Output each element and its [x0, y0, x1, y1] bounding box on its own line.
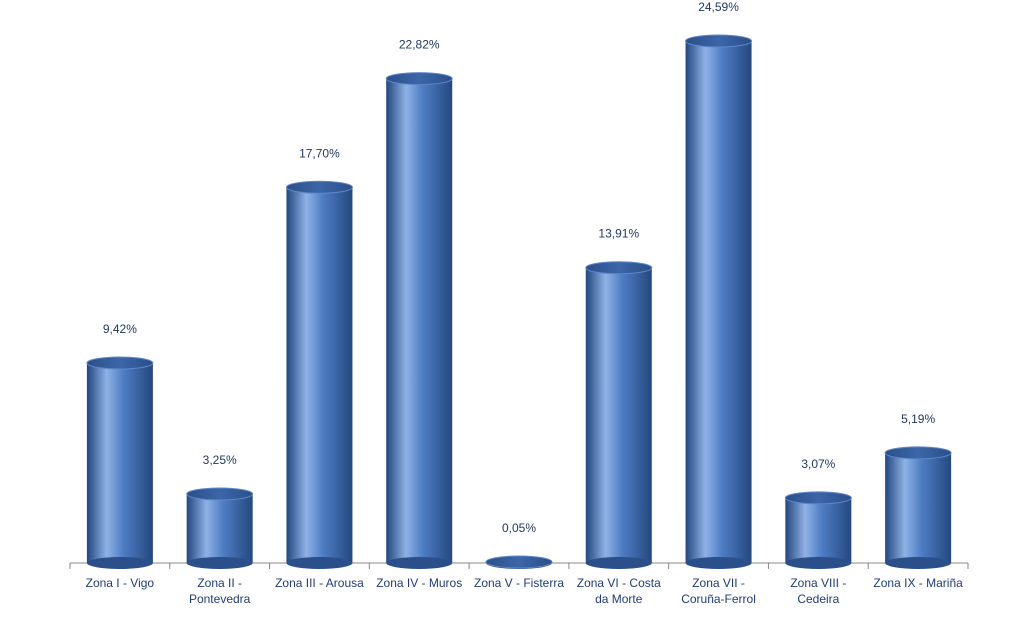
- bar-body: [885, 452, 952, 563]
- bar-body: [785, 497, 852, 563]
- bar-bottom: [186, 557, 253, 569]
- bar-bottom: [386, 557, 453, 569]
- x-tick-label: Zona VII - Coruña-Ferrol: [681, 576, 756, 606]
- bar: [86, 356, 154, 569]
- value-label: 5,19%: [901, 412, 935, 426]
- bar-body: [685, 41, 752, 563]
- bar-top: [86, 356, 154, 370]
- bar: [285, 180, 353, 569]
- x-tick-label: Zona V - Fisterra: [473, 576, 565, 590]
- value-label: 13,91%: [598, 227, 639, 241]
- x-tick-label: Zona III - Arousa: [275, 576, 364, 590]
- value-label: 24,59%: [698, 0, 739, 14]
- bar-bottom: [86, 557, 153, 569]
- x-tick-label: Zona II - Pontevedra: [188, 576, 251, 606]
- bar: [186, 487, 254, 569]
- value-label: 17,70%: [299, 146, 340, 160]
- x-tick-label: Zona IX - Mariña: [873, 576, 963, 590]
- value-label: 3,07%: [801, 457, 835, 471]
- bar-top: [685, 34, 753, 48]
- bar-top: [585, 261, 653, 275]
- bar-bottom: [286, 557, 353, 569]
- bar-top: [285, 180, 353, 194]
- bar: [685, 34, 753, 569]
- bar: [784, 491, 852, 569]
- bar-body: [286, 187, 353, 563]
- x-tick-label: Zona VI - Costa da Morte: [576, 576, 661, 606]
- bar: [585, 261, 653, 569]
- value-label: 3,25%: [203, 453, 237, 467]
- bar-top: [884, 446, 952, 460]
- bar-bottom: [685, 557, 752, 569]
- value-label: 22,82%: [399, 38, 440, 52]
- bar-top: [186, 487, 254, 501]
- bar: [485, 555, 553, 569]
- bar-body: [386, 78, 453, 564]
- value-label: 0,05%: [502, 521, 536, 535]
- bar-top: [784, 491, 852, 505]
- x-tick-label: Zona I - Vigo: [85, 576, 155, 590]
- bar: [385, 72, 453, 569]
- value-label: 9,42%: [103, 322, 137, 336]
- bar-bottom: [585, 557, 652, 569]
- bar-top: [485, 555, 553, 569]
- bar-body: [186, 494, 253, 563]
- x-tick-label: Zona VIII - Cedeira: [790, 576, 847, 606]
- bar-bottom: [785, 557, 852, 569]
- x-tick-label: Zona IV - Muros: [376, 576, 463, 590]
- bar-body: [86, 363, 153, 563]
- bar-body: [585, 267, 652, 563]
- bar-bottom: [885, 557, 952, 569]
- bar: [884, 446, 952, 569]
- bar-top: [385, 72, 453, 86]
